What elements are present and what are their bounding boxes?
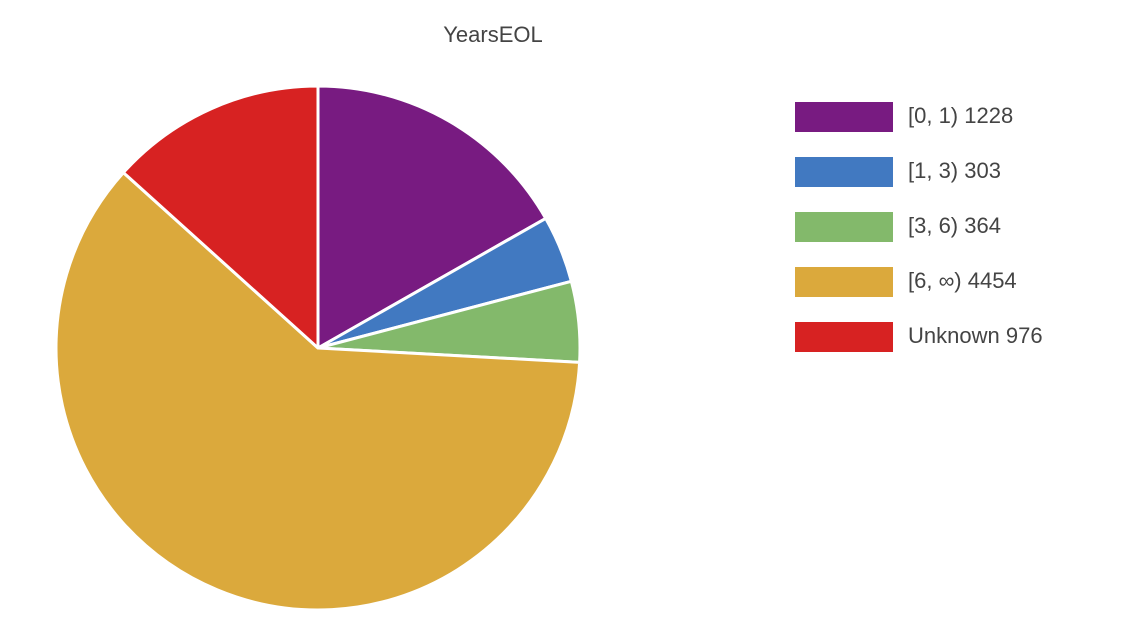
legend-value: 303 [964, 158, 1001, 183]
pie [54, 84, 582, 612]
legend-label: Unknown 976 [908, 323, 1043, 348]
legend-label: [3, 6) 364 [908, 213, 1001, 238]
legend-category: [3, 6) [908, 213, 958, 238]
legend-swatch [795, 102, 893, 132]
legend-swatch [795, 157, 893, 187]
legend-category: Unknown [908, 323, 1000, 348]
legend-swatch [795, 322, 893, 352]
legend-category: [1, 3) [908, 158, 958, 183]
legend-swatch [795, 212, 893, 242]
legend-label: [1, 3) 303 [908, 158, 1001, 183]
legend-label: [0, 1) 1228 [908, 103, 1013, 128]
pie-slice [121, 84, 320, 350]
legend-value: 4454 [968, 268, 1017, 293]
legend-category: [6, ∞) [908, 268, 962, 293]
pie-slice [316, 84, 548, 350]
legend-category: [0, 1) [908, 103, 958, 128]
legend: [0, 1) 1228 [1, 3) 303 [3, 6) 364 [6, ∞) 44… [795, 102, 1043, 352]
legend-value: 976 [1006, 323, 1043, 348]
legend-value: 364 [964, 213, 1001, 238]
legend-label: [6, ∞) 4454 [908, 268, 1017, 293]
chart-title: YearsEOL [443, 22, 542, 47]
pie-slice [54, 171, 582, 612]
legend-swatch [795, 267, 893, 297]
legend-value: 1228 [964, 103, 1013, 128]
